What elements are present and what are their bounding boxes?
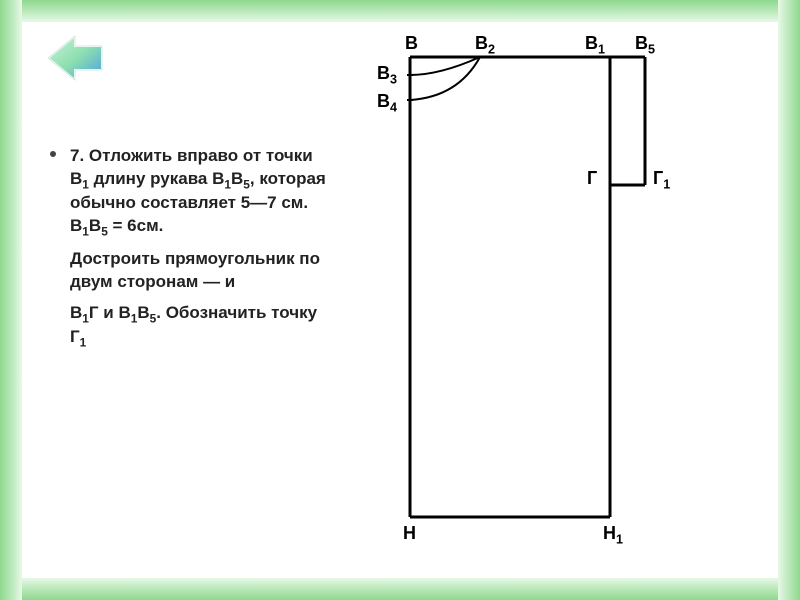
paragraph-2: Достроить прямоугольник по двум сторонам… (70, 248, 335, 294)
t: = 6см. (108, 216, 164, 235)
slide: 7. Отложить вправо от точки В1 длину рук… (0, 0, 800, 600)
t: 1 (224, 177, 231, 191)
paragraph-3: В1Г и В1В5. Обозначить точку Г1 (70, 302, 335, 351)
paragraph-1: 7. Отложить вправо от точки В1 длину рук… (70, 145, 335, 240)
instruction-text: 7. Отложить вправо от точки В1 длину рук… (70, 145, 335, 359)
t: 5 (101, 225, 108, 239)
t: 1 (80, 336, 87, 350)
diagram-label-B2: В2 (475, 33, 495, 57)
t: Г и В (89, 303, 131, 322)
t: 5 (243, 177, 250, 191)
nav-arrow-icon[interactable] (40, 28, 110, 88)
diagram-label-B3: В3 (377, 63, 397, 87)
diagram-label-N1: Н1 (603, 523, 623, 547)
pattern-diagram: В В2 В1 В5 В3 В4 Г Г1 Н Н1 (375, 25, 695, 550)
slide-border-left (0, 0, 22, 600)
diagram-label-N: Н (403, 523, 416, 544)
slide-border-bottom (0, 578, 800, 600)
slide-border-right (778, 0, 800, 600)
diagram-label-B4: В4 (377, 91, 397, 115)
diagram-label-G1: Г1 (653, 168, 670, 192)
t: В (89, 216, 101, 235)
diagram-label-B5: В5 (635, 33, 655, 57)
diagram-label-B1: В1 (585, 33, 605, 57)
slide-border-top (0, 0, 800, 22)
t: В (70, 303, 82, 322)
bullet-icon (50, 151, 56, 157)
t: 1 (82, 177, 89, 191)
t: длину рукава В (89, 169, 224, 188)
t: В (231, 169, 243, 188)
t: 1 (82, 311, 89, 325)
t: 1 (82, 225, 89, 239)
t: В (137, 303, 149, 322)
diagram-label-B: В (405, 33, 418, 54)
diagram-label-G: Г (587, 168, 597, 189)
